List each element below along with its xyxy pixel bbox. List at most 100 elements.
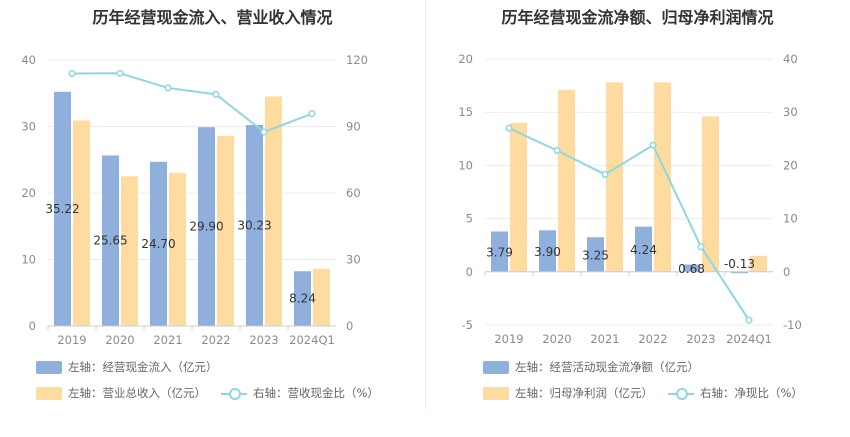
legend-swatch-blue-bar (36, 360, 62, 374)
x-tick-label: 2022 (638, 332, 667, 346)
bar-yellow (702, 116, 719, 272)
bar-blue (54, 91, 71, 326)
data-label: 25.65 (93, 234, 127, 248)
chart-title: 历年经营现金流净额、归母净利润情况 (501, 8, 774, 27)
bar-blue (683, 264, 700, 272)
legend-swatch-line-marker (221, 387, 247, 400)
data-label: -0.13 (724, 257, 755, 271)
legend-label: 左轴：归母净利润（亿元） (515, 386, 653, 400)
y-left-tick-label: 15 (458, 105, 473, 119)
bar-blue (102, 155, 119, 326)
legend-label: 右轴：净现比（%） (700, 386, 803, 400)
y-right-tick-label: 20 (783, 158, 798, 172)
y-left-tick-label: 40 (21, 53, 36, 67)
bar-yellow (654, 82, 671, 272)
data-label: 3.25 (582, 249, 609, 263)
ratio-point (553, 146, 561, 155)
ratio-point (212, 90, 220, 98)
legend-item-net-cash-ratio[interactable]: 右轴：净现比（%） (668, 385, 803, 401)
bar-yellow (265, 96, 282, 326)
ratio-point (116, 69, 124, 77)
ratio-point (68, 69, 76, 78)
x-tick-label: 2020 (105, 333, 134, 347)
bar-yellow (606, 82, 623, 272)
cashflow-revenue-chart: 0 10 20 30 40 0 30 60 90 120 2019 2020 2021 2022 2023 2… (21, 53, 368, 347)
x-tick-label: 2019 (494, 332, 523, 346)
y-left-tick-label: 0 (29, 319, 36, 333)
ratio-point (745, 316, 753, 324)
legend-swatch-yellow-bar (36, 386, 62, 400)
ratio-point (164, 84, 172, 92)
ratio-line (508, 127, 750, 321)
bar-yellow (217, 135, 234, 326)
data-label: 8.24 (289, 292, 316, 306)
ratio-point (260, 128, 268, 136)
bar-blue (539, 230, 556, 272)
y-left-tick-label: -5 (462, 318, 473, 332)
legend-item-cash-inflow[interactable]: 左轴：经营现金流入（亿元） (36, 359, 218, 375)
bar-blue (294, 271, 311, 326)
ratio-line (71, 72, 313, 134)
y-right-tick-label: 90 (346, 120, 361, 134)
y-right-tick-label: 30 (783, 105, 798, 119)
x-tick-label: 2024Q1 (726, 332, 772, 346)
x-tick-label: 2024Q1 (289, 333, 335, 347)
chart-title: 历年经营现金流入、营业收入情况 (92, 8, 333, 27)
y-left-tick-label: 10 (21, 253, 36, 267)
legend-item-net-profit[interactable]: 左轴：归母净利润（亿元） (483, 385, 653, 401)
legend-swatch-yellow-bar (483, 386, 509, 400)
netcash-profit-chart-panel: 历年经营现金流净额、归母净利润情况 -5 0 5 10 15 20 -10 0 10 20 30 40… (425, 0, 850, 437)
bar-blue (635, 226, 652, 272)
data-label: 35.22 (45, 202, 79, 216)
bar-yellow (510, 122, 527, 272)
x-tick-label: 2021 (590, 332, 619, 346)
data-label: 0.68 (678, 262, 705, 276)
y-right-tick-label: 40 (783, 52, 798, 66)
ratio-point (601, 170, 609, 178)
data-label: 3.79 (486, 246, 513, 260)
ratio-point (649, 141, 657, 149)
y-left-tick-label: 0 (466, 265, 473, 279)
cashflow-revenue-chart-panel: 历年经营现金流入、营业收入情况 0 10 20 30 40 0 30 60 90 120 2019 2… (21, 8, 379, 401)
y-left-tick-label: 30 (21, 120, 36, 134)
legend-swatch-blue-bar (483, 360, 509, 374)
x-tick-label: 2019 (57, 333, 86, 347)
bar-blue (198, 127, 215, 326)
data-label: 4.24 (630, 243, 657, 257)
x-tick-label: 2023 (686, 332, 715, 346)
legend-item-revenue[interactable]: 左轴：营业总收入（亿元） (36, 385, 206, 401)
data-label: 29.90 (189, 220, 223, 234)
x-tick-label: 2021 (153, 333, 182, 347)
legend-item-cash-ratio[interactable]: 右轴：营收现金比（%） (221, 385, 379, 401)
netcash-profit-chart: -5 0 5 10 15 20 -10 0 10 20 30 40 2019 2020 2021 2022 20… (458, 52, 802, 346)
x-tick-label: 2020 (542, 332, 571, 346)
bar-yellow (73, 120, 90, 326)
bar-yellow (750, 255, 767, 272)
ratio-point (697, 243, 705, 251)
legend-item-net-cash[interactable]: 左轴：经营活动现金流净额（亿元） (483, 359, 699, 375)
y-right-tick-label: 10 (783, 212, 798, 226)
ratio-point (505, 124, 513, 132)
x-tick-label: 2023 (249, 333, 278, 347)
panel-divider (425, 0, 426, 410)
x-tick-label: 2022 (201, 333, 230, 347)
y-left-tick-label: 5 (466, 212, 473, 226)
data-label: 30.23 (237, 218, 271, 232)
y-right-tick-label: 0 (783, 265, 790, 279)
bar-yellow (121, 176, 138, 326)
ratio-point (308, 110, 316, 118)
y-left-tick-label: 10 (458, 158, 473, 172)
y-right-tick-label: 0 (346, 319, 353, 333)
y-right-tick-label: 120 (346, 53, 368, 67)
y-right-tick-label: -10 (783, 318, 802, 332)
y-left-tick-label: 20 (21, 186, 36, 200)
bar-blue (491, 231, 508, 272)
legend-label: 左轴：营业总收入（亿元） (68, 386, 206, 400)
bar-yellow (558, 89, 575, 272)
bar-blue (150, 161, 167, 326)
y-left-tick-label: 20 (458, 52, 473, 66)
data-label: 3.90 (534, 245, 561, 259)
legend-swatch-line-marker (668, 387, 694, 400)
bar-yellow (169, 173, 186, 326)
bar-blue (587, 237, 604, 272)
